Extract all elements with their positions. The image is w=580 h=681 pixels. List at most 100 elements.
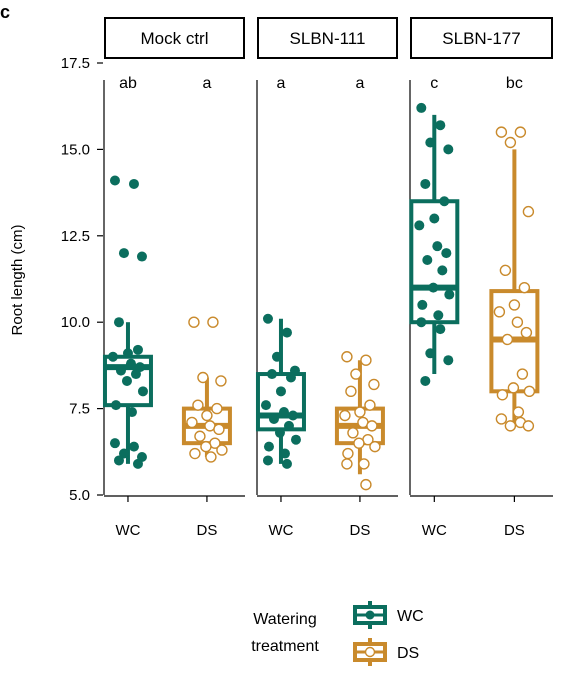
data-point [263, 314, 273, 324]
data-point [216, 376, 226, 386]
data-point [420, 376, 430, 386]
data-point [269, 414, 279, 424]
data-point [288, 411, 298, 421]
data-point [422, 255, 432, 265]
data-point [443, 144, 453, 154]
data-point [420, 179, 430, 189]
data-point [346, 386, 356, 396]
data-point [517, 369, 527, 379]
data-point [129, 442, 139, 452]
data-point [263, 455, 273, 465]
data-point [267, 369, 277, 379]
data-point [114, 317, 124, 327]
data-point [190, 449, 200, 459]
data-point [126, 359, 136, 369]
group-DS: DSa [184, 75, 230, 539]
data-point [370, 442, 380, 452]
facet-title: SLBN-177 [442, 29, 520, 48]
data-point [428, 283, 438, 293]
data-point [111, 400, 121, 410]
data-point [515, 127, 525, 137]
data-point [513, 407, 523, 417]
data-point [119, 248, 129, 258]
data-point [416, 317, 426, 327]
data-point [275, 428, 285, 438]
data-point [502, 334, 512, 344]
x-tick-label: DS [504, 522, 525, 539]
data-point [217, 445, 227, 455]
data-point [505, 137, 515, 147]
x-tick-label: WC [268, 522, 293, 539]
data-point [264, 442, 274, 452]
data-point [355, 407, 365, 417]
data-point [208, 317, 218, 327]
y-tick-label: 5.0 [69, 487, 90, 504]
data-point [365, 400, 375, 410]
data-point [425, 137, 435, 147]
data-point [348, 428, 358, 438]
data-point [416, 103, 426, 113]
facet-title: SLBN-111 [290, 29, 366, 48]
data-point [127, 407, 137, 417]
data-point [138, 386, 148, 396]
data-point [494, 307, 504, 317]
data-point [212, 404, 222, 414]
facet-0: Mock ctrl WC ab DS a [104, 18, 245, 539]
significance-letter: a [355, 75, 364, 92]
data-point [359, 459, 369, 469]
data-point [433, 310, 443, 320]
data-point [351, 369, 361, 379]
data-point [512, 317, 522, 327]
data-point [202, 411, 212, 421]
data-point [509, 300, 519, 310]
facet-1: SLBN-111 WC a DS a [257, 18, 398, 539]
data-point [189, 317, 199, 327]
data-point [272, 352, 282, 362]
legend-title-line-1: Watering [253, 611, 316, 628]
data-point [505, 421, 515, 431]
y-tick-label: 15.0 [61, 141, 90, 158]
data-point [432, 241, 442, 251]
significance-letter: c [430, 75, 438, 92]
legend-key-point [366, 648, 375, 657]
legend-entry-WC: WC [355, 601, 424, 629]
data-point [342, 352, 352, 362]
x-tick-label: DS [197, 522, 218, 539]
legend-label: DS [397, 645, 419, 662]
data-point [444, 290, 454, 300]
data-point [195, 431, 205, 441]
data-point [441, 248, 451, 258]
data-point [343, 449, 353, 459]
data-point [519, 283, 529, 293]
data-point [500, 265, 510, 275]
data-point [198, 372, 208, 382]
data-point [193, 400, 203, 410]
y-tick-label: 12.5 [61, 228, 90, 245]
data-point [131, 369, 141, 379]
data-point [414, 220, 424, 230]
y-axis-title: Root length (cm) [9, 225, 26, 336]
data-point [354, 438, 364, 448]
panel-label: c [0, 2, 10, 22]
data-point [276, 386, 286, 396]
group-WC: WC a [258, 75, 304, 539]
significance-letter: bc [506, 75, 523, 92]
data-point [523, 207, 533, 217]
data-point [133, 345, 143, 355]
data-point [523, 421, 533, 431]
x-tick-label: DS [350, 522, 371, 539]
data-point [496, 127, 506, 137]
data-point [206, 452, 216, 462]
significance-letter: a [277, 75, 286, 92]
data-point [129, 179, 139, 189]
data-point [497, 390, 507, 400]
data-point [116, 366, 126, 376]
data-point [282, 328, 292, 338]
data-point [284, 421, 294, 431]
legend-entry-DS: DS [355, 638, 419, 666]
group-WC: WCab [105, 75, 151, 539]
legend: Watering treatment WC DS [251, 601, 423, 666]
data-point [417, 300, 427, 310]
data-point [279, 407, 289, 417]
